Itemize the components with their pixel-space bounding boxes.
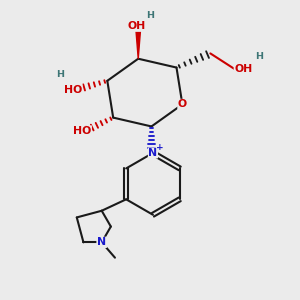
Text: HO: HO	[64, 85, 82, 94]
Text: H: H	[146, 11, 154, 20]
Text: OH: OH	[128, 21, 146, 31]
Text: N: N	[97, 237, 106, 248]
Text: O: O	[178, 99, 187, 110]
Text: H: H	[56, 70, 64, 79]
Text: +: +	[156, 142, 163, 152]
Text: OH: OH	[234, 64, 253, 74]
Polygon shape	[136, 29, 141, 59]
Text: HO: HO	[73, 126, 92, 136]
Text: N: N	[97, 237, 106, 248]
Text: H: H	[255, 52, 263, 61]
Text: N: N	[148, 148, 158, 158]
